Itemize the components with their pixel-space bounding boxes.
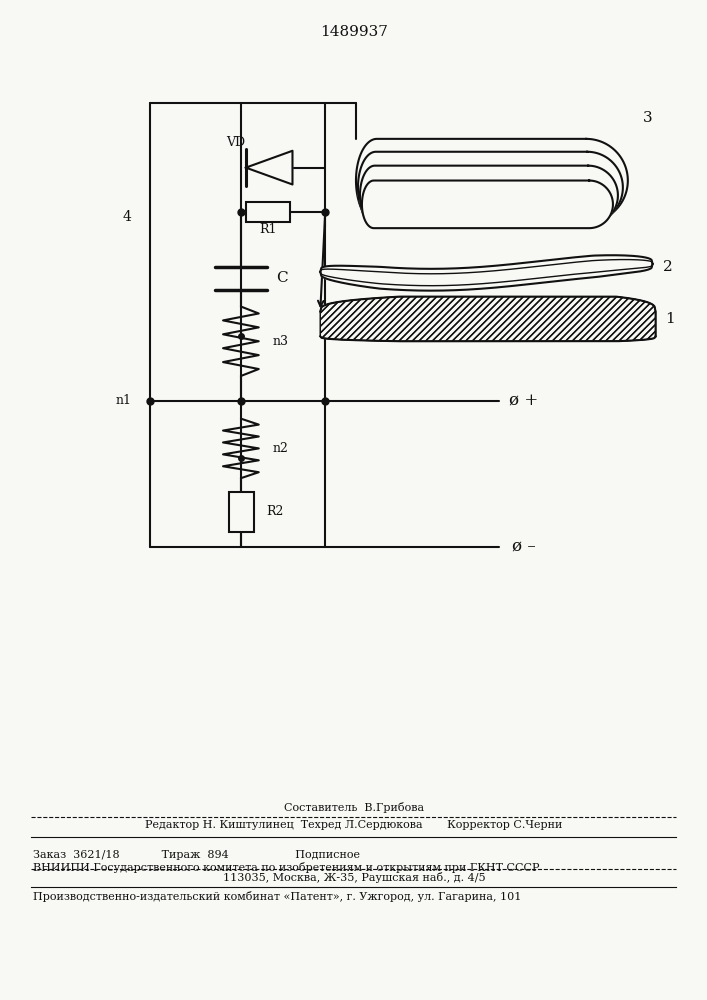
Bar xyxy=(229,492,254,532)
Text: n2: n2 xyxy=(273,442,288,455)
Text: n1: n1 xyxy=(116,394,132,407)
Polygon shape xyxy=(320,297,655,341)
Polygon shape xyxy=(360,166,618,225)
Text: 3: 3 xyxy=(643,111,653,125)
Polygon shape xyxy=(246,151,293,184)
Text: Производственно-издательский комбинат «Патент», г. Ужгород, ул. Гагарина, 101: Производственно-издательский комбинат «П… xyxy=(33,891,521,902)
Text: ø +: ø + xyxy=(509,392,538,409)
Text: n3: n3 xyxy=(273,335,288,348)
Text: ø –: ø – xyxy=(512,538,535,555)
Text: 4: 4 xyxy=(123,210,132,224)
Polygon shape xyxy=(358,152,623,223)
Text: Редактор Н. Киштулинец  Техред Л.Сердюкова       Корректор С.Черни: Редактор Н. Киштулинец Техред Л.Сердюков… xyxy=(146,820,563,830)
Text: VD: VD xyxy=(226,136,245,149)
Text: Составитель  В.Грибова: Составитель В.Грибова xyxy=(284,802,424,813)
Text: Заказ  3621/18            Тираж  894                   Подписное: Заказ 3621/18 Тираж 894 Подписное xyxy=(33,850,360,860)
Text: 1: 1 xyxy=(665,312,675,326)
Text: 2: 2 xyxy=(662,260,672,274)
Bar xyxy=(246,202,291,222)
Polygon shape xyxy=(356,139,628,222)
Text: 113035, Москва, Ж-35, Раушская наб., д. 4/5: 113035, Москва, Ж-35, Раушская наб., д. … xyxy=(223,872,485,883)
Text: ВНИИПИ Государственного комитета по изобретениям и открытиям при ГКНТ СССР: ВНИИПИ Государственного комитета по изоб… xyxy=(33,862,539,873)
Text: R1: R1 xyxy=(259,223,276,236)
Polygon shape xyxy=(362,181,613,228)
Text: R2: R2 xyxy=(267,505,284,518)
Text: 1489937: 1489937 xyxy=(320,25,388,39)
Text: C: C xyxy=(276,271,288,285)
